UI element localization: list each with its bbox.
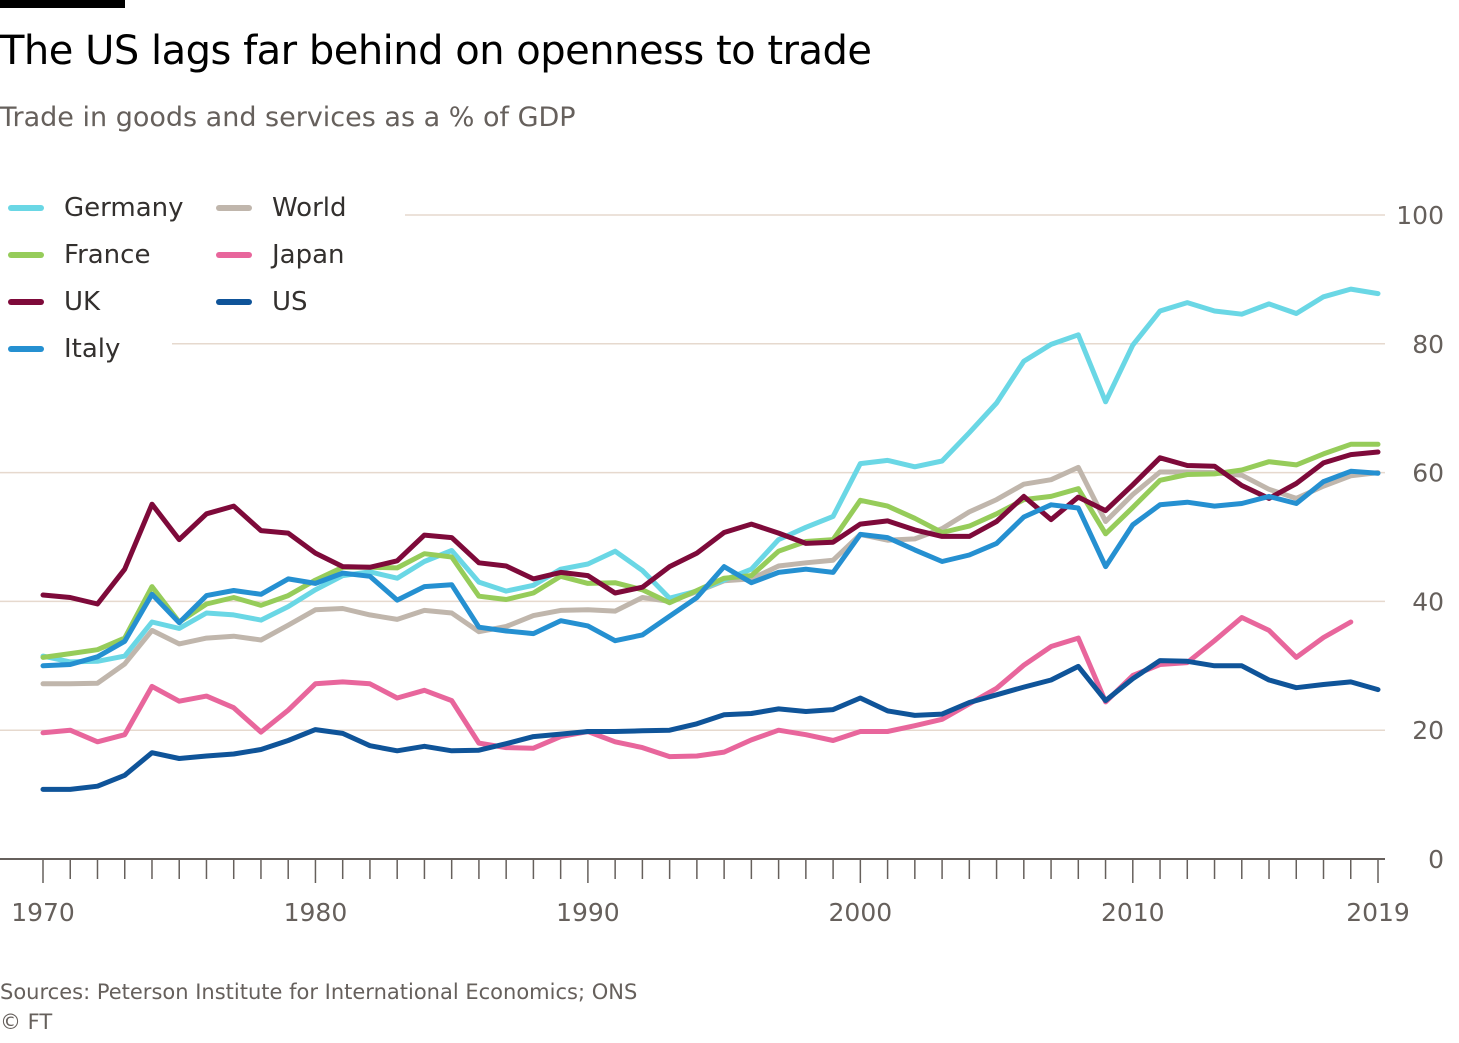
- series-line-italy: [40, 468, 1381, 669]
- legend-label: UK: [64, 287, 101, 317]
- x-tick-label: 2010: [1101, 898, 1165, 927]
- legend-swatch: [8, 252, 44, 258]
- y-tick-label: 80: [1412, 330, 1444, 359]
- legend-swatch: [216, 252, 252, 258]
- chart-subtitle: Trade in goods and services as a % of GD…: [0, 102, 576, 133]
- axes: 0 20 40 60 80 100 1970 1980 1990 2000 2010 2019: [11, 201, 1444, 927]
- series-line-japan: [40, 615, 1354, 760]
- source-note: Sources: Peterson Institute for Internat…: [0, 980, 638, 1004]
- legend-swatch: [216, 205, 252, 211]
- copyright-credit: © FT: [0, 1010, 53, 1034]
- x-tick-label: 2019: [1346, 898, 1410, 927]
- x-tick-label: 1970: [11, 898, 75, 927]
- legend-item-france: France: [8, 237, 150, 273]
- legend-label: Germany: [64, 193, 184, 223]
- series-line-us: [40, 658, 1381, 792]
- y-tick-label: 0: [1428, 845, 1444, 874]
- legend-item-japan: Japan: [216, 237, 345, 273]
- legend-swatch: [8, 346, 44, 352]
- legend-label: France: [64, 240, 151, 270]
- series-line-world: [40, 464, 1381, 687]
- series-line-uk: [40, 449, 1381, 607]
- chart-title: The US lags far behind on openness to tr…: [0, 28, 872, 74]
- x-tick-label: 1980: [284, 898, 348, 927]
- legend-swatch: [216, 299, 252, 305]
- legend-item-italy: Italy: [8, 331, 120, 367]
- x-tick-label: 1990: [556, 898, 620, 927]
- legend-label: US: [272, 287, 308, 317]
- legend-item-world: World: [216, 190, 347, 226]
- ft-top-rule: [0, 0, 125, 8]
- x-tick-label: 2000: [829, 898, 893, 927]
- series-lines: [40, 286, 1381, 792]
- y-tick-label: 20: [1412, 716, 1444, 745]
- y-tick-label: 40: [1412, 587, 1444, 616]
- legend-label: Italy: [64, 334, 121, 364]
- legend-swatch: [8, 205, 44, 211]
- legend-label: World: [272, 193, 347, 223]
- legend-swatch: [8, 299, 44, 305]
- y-tick-label: 60: [1412, 459, 1444, 488]
- series-line-france: [40, 441, 1381, 660]
- legend: Germany France UK Italy World Japan US: [0, 190, 380, 390]
- y-tick-label: 100: [1396, 201, 1444, 230]
- legend-label: Japan: [272, 240, 345, 270]
- legend-item-uk: UK: [8, 284, 100, 320]
- legend-item-us: US: [216, 284, 308, 320]
- legend-item-germany: Germany: [8, 190, 184, 226]
